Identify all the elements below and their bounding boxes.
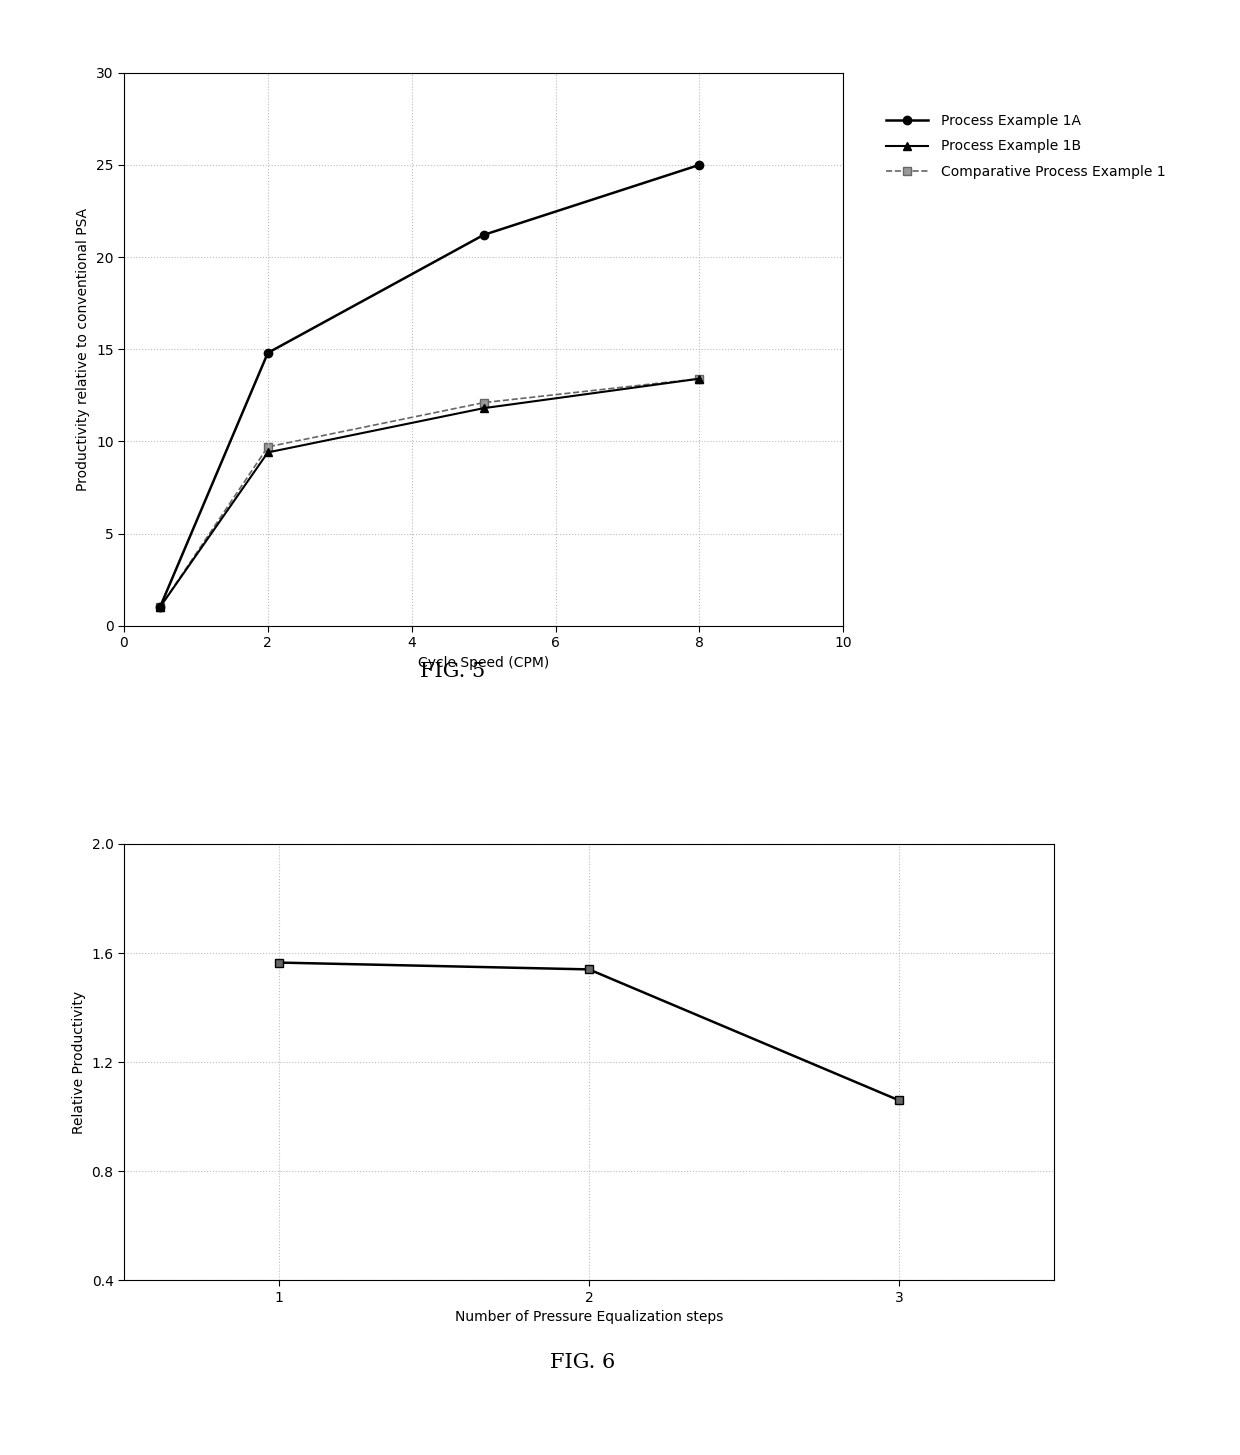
Process Example 1A	[692, 156, 707, 173]
Legend: Process Example 1A, Process Example 1B, Comparative Process Example 1: Process Example 1A, Process Example 1B, …	[879, 108, 1173, 185]
Process Example 1A	[153, 598, 167, 615]
fig6_line	[892, 1091, 906, 1109]
Line: fig6_line: fig6_line	[275, 959, 903, 1104]
Text: FIG. 5: FIG. 5	[420, 662, 485, 681]
Y-axis label: Relative Productivity: Relative Productivity	[72, 991, 86, 1133]
Comparative Process Example 1	[260, 438, 275, 455]
Process Example 1B	[476, 400, 491, 418]
Line: Process Example 1B: Process Example 1B	[156, 374, 703, 611]
Process Example 1A	[476, 226, 491, 243]
fig6_line	[582, 960, 596, 978]
fig6_line	[272, 954, 286, 972]
Y-axis label: Productivity relative to conventional PSA: Productivity relative to conventional PS…	[77, 208, 91, 490]
Process Example 1B	[260, 444, 275, 461]
Comparative Process Example 1	[153, 598, 167, 615]
X-axis label: Cycle Speed (CPM): Cycle Speed (CPM)	[418, 656, 549, 669]
Comparative Process Example 1	[692, 370, 707, 387]
X-axis label: Number of Pressure Equalization steps: Number of Pressure Equalization steps	[455, 1311, 723, 1324]
Text: FIG. 6: FIG. 6	[551, 1353, 615, 1372]
Line: Process Example 1A: Process Example 1A	[156, 160, 703, 611]
Process Example 1B	[153, 598, 167, 615]
Line: Comparative Process Example 1: Comparative Process Example 1	[156, 374, 703, 611]
Comparative Process Example 1	[476, 394, 491, 412]
Process Example 1A	[260, 345, 275, 362]
Process Example 1B	[692, 370, 707, 387]
